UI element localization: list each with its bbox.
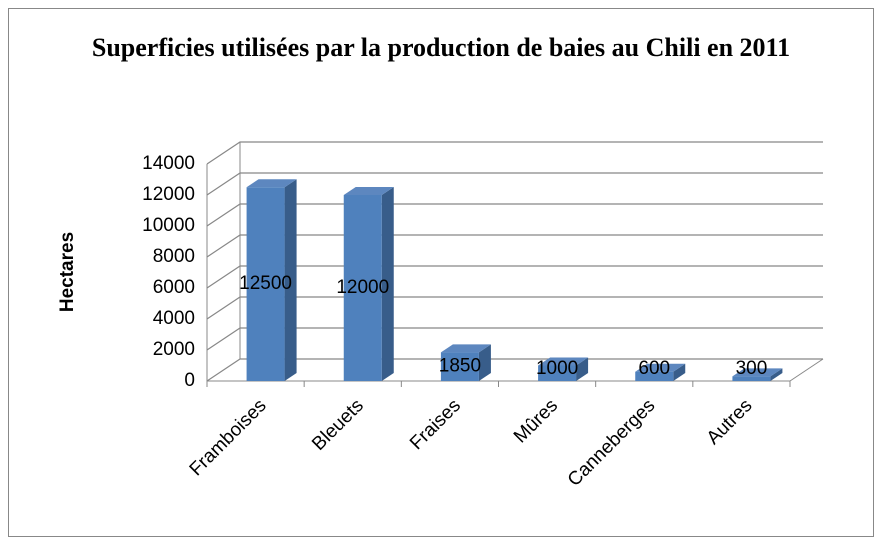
y-tick-label: 14000 bbox=[142, 153, 195, 174]
grid-line bbox=[206, 141, 823, 165]
grid-line bbox=[206, 296, 823, 320]
grid-line bbox=[206, 358, 823, 382]
bar bbox=[538, 365, 577, 381]
bar bbox=[343, 195, 382, 381]
chart-border bbox=[8, 8, 874, 537]
value-label: 600 bbox=[638, 358, 670, 379]
value-label: 12000 bbox=[336, 277, 389, 298]
bar-top bbox=[246, 179, 297, 188]
bar bbox=[246, 187, 285, 381]
bar-side bbox=[381, 187, 394, 381]
bar bbox=[635, 371, 674, 381]
bar bbox=[732, 376, 771, 381]
bar-side bbox=[673, 363, 686, 381]
y-axis-label: Hectares bbox=[57, 232, 78, 312]
bar-side bbox=[576, 357, 589, 381]
value-label: 1000 bbox=[536, 358, 578, 379]
grid-line bbox=[206, 203, 823, 227]
bar-top bbox=[343, 187, 394, 195]
y-tick-label: 10000 bbox=[142, 215, 195, 236]
y-tick-label: 6000 bbox=[153, 277, 195, 298]
bar-top bbox=[440, 344, 491, 353]
bar bbox=[440, 352, 479, 381]
y-tick-label: 8000 bbox=[153, 246, 195, 267]
grid-line bbox=[206, 327, 823, 351]
y-tick-label: 12000 bbox=[142, 184, 195, 205]
grid-line bbox=[206, 234, 823, 258]
bar-side bbox=[770, 368, 783, 381]
value-label: 300 bbox=[736, 358, 768, 379]
bar-top bbox=[538, 357, 589, 366]
y-tick-label: 0 bbox=[184, 370, 195, 391]
chart-title: Superficies utilisées par la production … bbox=[91, 33, 791, 62]
bar-side bbox=[284, 179, 297, 381]
y-tick-label: 2000 bbox=[153, 339, 195, 360]
bar-top bbox=[732, 368, 783, 377]
y-tick-label: 4000 bbox=[153, 308, 195, 329]
grid-line bbox=[206, 172, 823, 196]
bar-top bbox=[635, 363, 686, 372]
value-label: 1850 bbox=[439, 356, 481, 377]
grid-line bbox=[206, 265, 823, 289]
value-label: 12500 bbox=[239, 273, 292, 294]
floor-edge bbox=[789, 358, 824, 382]
bar-side bbox=[478, 344, 491, 381]
